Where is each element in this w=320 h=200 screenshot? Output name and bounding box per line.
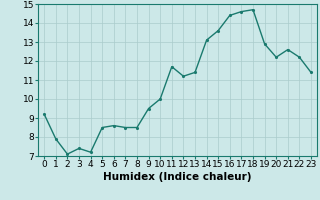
X-axis label: Humidex (Indice chaleur): Humidex (Indice chaleur): [103, 172, 252, 182]
